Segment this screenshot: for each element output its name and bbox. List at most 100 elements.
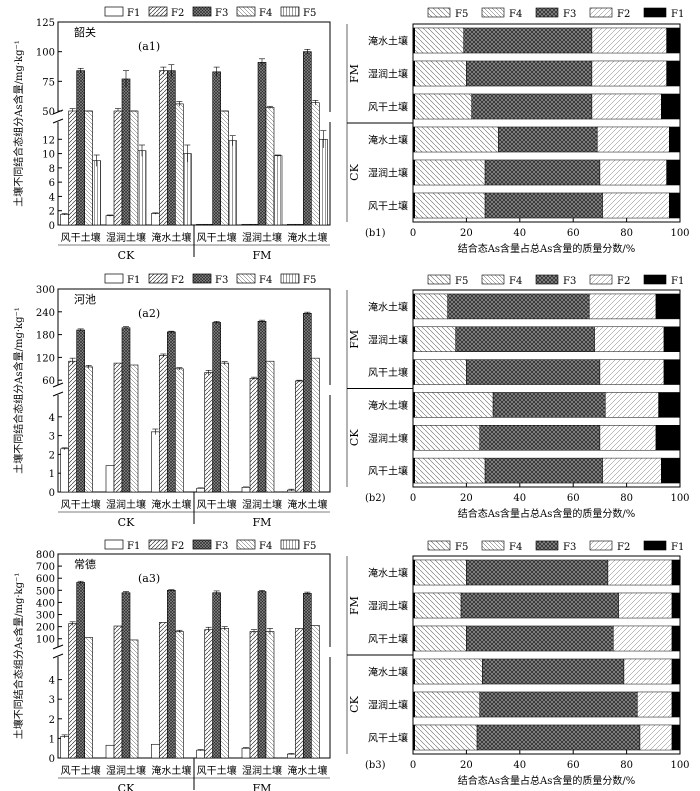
bar-F4	[265, 107, 275, 226]
row-label: 风干土壤	[368, 732, 408, 745]
bar-F1	[241, 223, 251, 226]
y-tick-label: 1	[49, 734, 55, 745]
bar-F3	[212, 71, 221, 226]
legend-label-F4: F4	[509, 276, 522, 287]
bar-F4	[220, 110, 229, 226]
row-label: 湿润土壤	[368, 68, 408, 81]
legend-swatch-F3	[192, 273, 212, 284]
stack-segment	[655, 425, 681, 451]
legend-label-F3: F3	[563, 9, 576, 20]
stack-segment	[613, 625, 673, 652]
stack-segment	[599, 425, 657, 451]
legend-label-F4: F4	[509, 9, 522, 20]
bar-F3	[121, 592, 131, 759]
y-tick-label: 100	[36, 635, 55, 646]
stack-segment	[588, 293, 657, 320]
stack-segment	[412, 27, 464, 54]
x-category-label: 风干土壤	[61, 498, 101, 511]
y-tick-label: 125	[36, 18, 55, 29]
y-tick-label: 50	[42, 107, 55, 118]
axis-break-gap	[54, 647, 334, 657]
stack-segment	[412, 592, 462, 619]
x-category-label: 淹水土壤	[287, 498, 327, 511]
bar-F2	[68, 623, 77, 759]
bar-F4	[84, 637, 93, 759]
x-tick-label: 0	[410, 493, 416, 504]
stack-segment	[623, 658, 673, 685]
stack-segment	[671, 559, 681, 586]
legend-swatch-F4	[236, 273, 256, 284]
y-tick-label: 4	[49, 192, 55, 203]
bar-F2	[113, 625, 123, 759]
legend-swatch-F5	[427, 274, 451, 285]
legend-swatch-F2	[589, 7, 613, 18]
bar-F4	[175, 368, 184, 493]
x-axis-title: 结合态As含量占总As含量的质量分数/%	[458, 774, 636, 787]
legend-swatch-F5	[280, 6, 300, 17]
row-label: 湿润土壤	[368, 167, 408, 180]
x-category-label: 风干土壤	[197, 498, 237, 511]
legend-swatch-F3	[192, 539, 212, 550]
bar-F2	[113, 110, 123, 226]
stack-segment	[412, 60, 467, 87]
legend-label-F2: F2	[171, 275, 184, 286]
bar-F3	[167, 70, 176, 226]
stack-segment-F1	[413, 192, 415, 219]
bar-F2	[204, 372, 213, 493]
stack-segment	[604, 392, 659, 418]
bar-F3	[167, 590, 176, 759]
y-tick-label: 300	[36, 611, 55, 622]
legend-swatch-F2	[589, 540, 613, 551]
stack-segment	[671, 592, 681, 619]
y-tick-label: 2	[49, 715, 55, 726]
bar-F1	[196, 223, 205, 226]
legend-label-F5: F5	[455, 542, 468, 553]
bar-F3	[212, 322, 221, 493]
x-tick-label: 20	[460, 493, 473, 504]
row-label: 湿润土壤	[368, 600, 408, 613]
bar-F2	[159, 355, 168, 493]
bar-panel-a2: F1 F2 F3 F4 F56012018024030001234河池(a2)风干土壤湿…	[12, 273, 334, 529]
bar-F2	[204, 223, 213, 226]
x-category-label: 淹水土壤	[287, 231, 327, 244]
bar-F5	[183, 153, 192, 226]
stack-segment	[412, 159, 486, 186]
legend-label-F4: F4	[509, 542, 522, 553]
x-category-label: 淹水土壤	[151, 498, 191, 511]
bar-F5	[137, 150, 147, 226]
stack-segment-F1	[413, 126, 415, 153]
legend-swatch-F1	[104, 273, 124, 284]
stack-segment-F1	[413, 625, 415, 652]
stack-segment	[666, 27, 681, 54]
stack-segment	[447, 293, 590, 320]
legend-swatch-F1	[643, 7, 667, 18]
legend-swatch-F5	[280, 539, 300, 550]
stack-segment	[671, 658, 681, 685]
bar-F2	[113, 362, 123, 493]
x-tick-label: 80	[620, 493, 633, 504]
bar-F1	[105, 215, 115, 226]
legend-label-F5: F5	[303, 8, 316, 19]
y-tick-label: 3	[49, 695, 55, 706]
row-label: 淹水土壤	[368, 399, 408, 412]
stack-segment-F1	[413, 592, 415, 619]
y-tick-label: 0	[49, 221, 55, 232]
bar-F3	[76, 70, 85, 226]
y-tick-label: 100	[36, 48, 55, 59]
x-tick-label: 60	[567, 493, 580, 504]
stack-segment	[412, 658, 483, 685]
x-tick-label: 80	[620, 228, 633, 239]
stack-segment	[607, 559, 673, 586]
bar-F1	[241, 486, 251, 493]
y-tick-label: 500	[36, 586, 55, 597]
stack-segment	[479, 425, 601, 451]
stack-segment	[412, 559, 467, 586]
x-category-label: 风干土壤	[61, 764, 101, 777]
stack-segment	[460, 592, 619, 619]
x-category-label: 淹水土壤	[287, 764, 327, 777]
stack-segment-F1	[413, 326, 415, 352]
bar-F3	[257, 320, 267, 493]
legend-swatch-F2	[148, 6, 168, 17]
